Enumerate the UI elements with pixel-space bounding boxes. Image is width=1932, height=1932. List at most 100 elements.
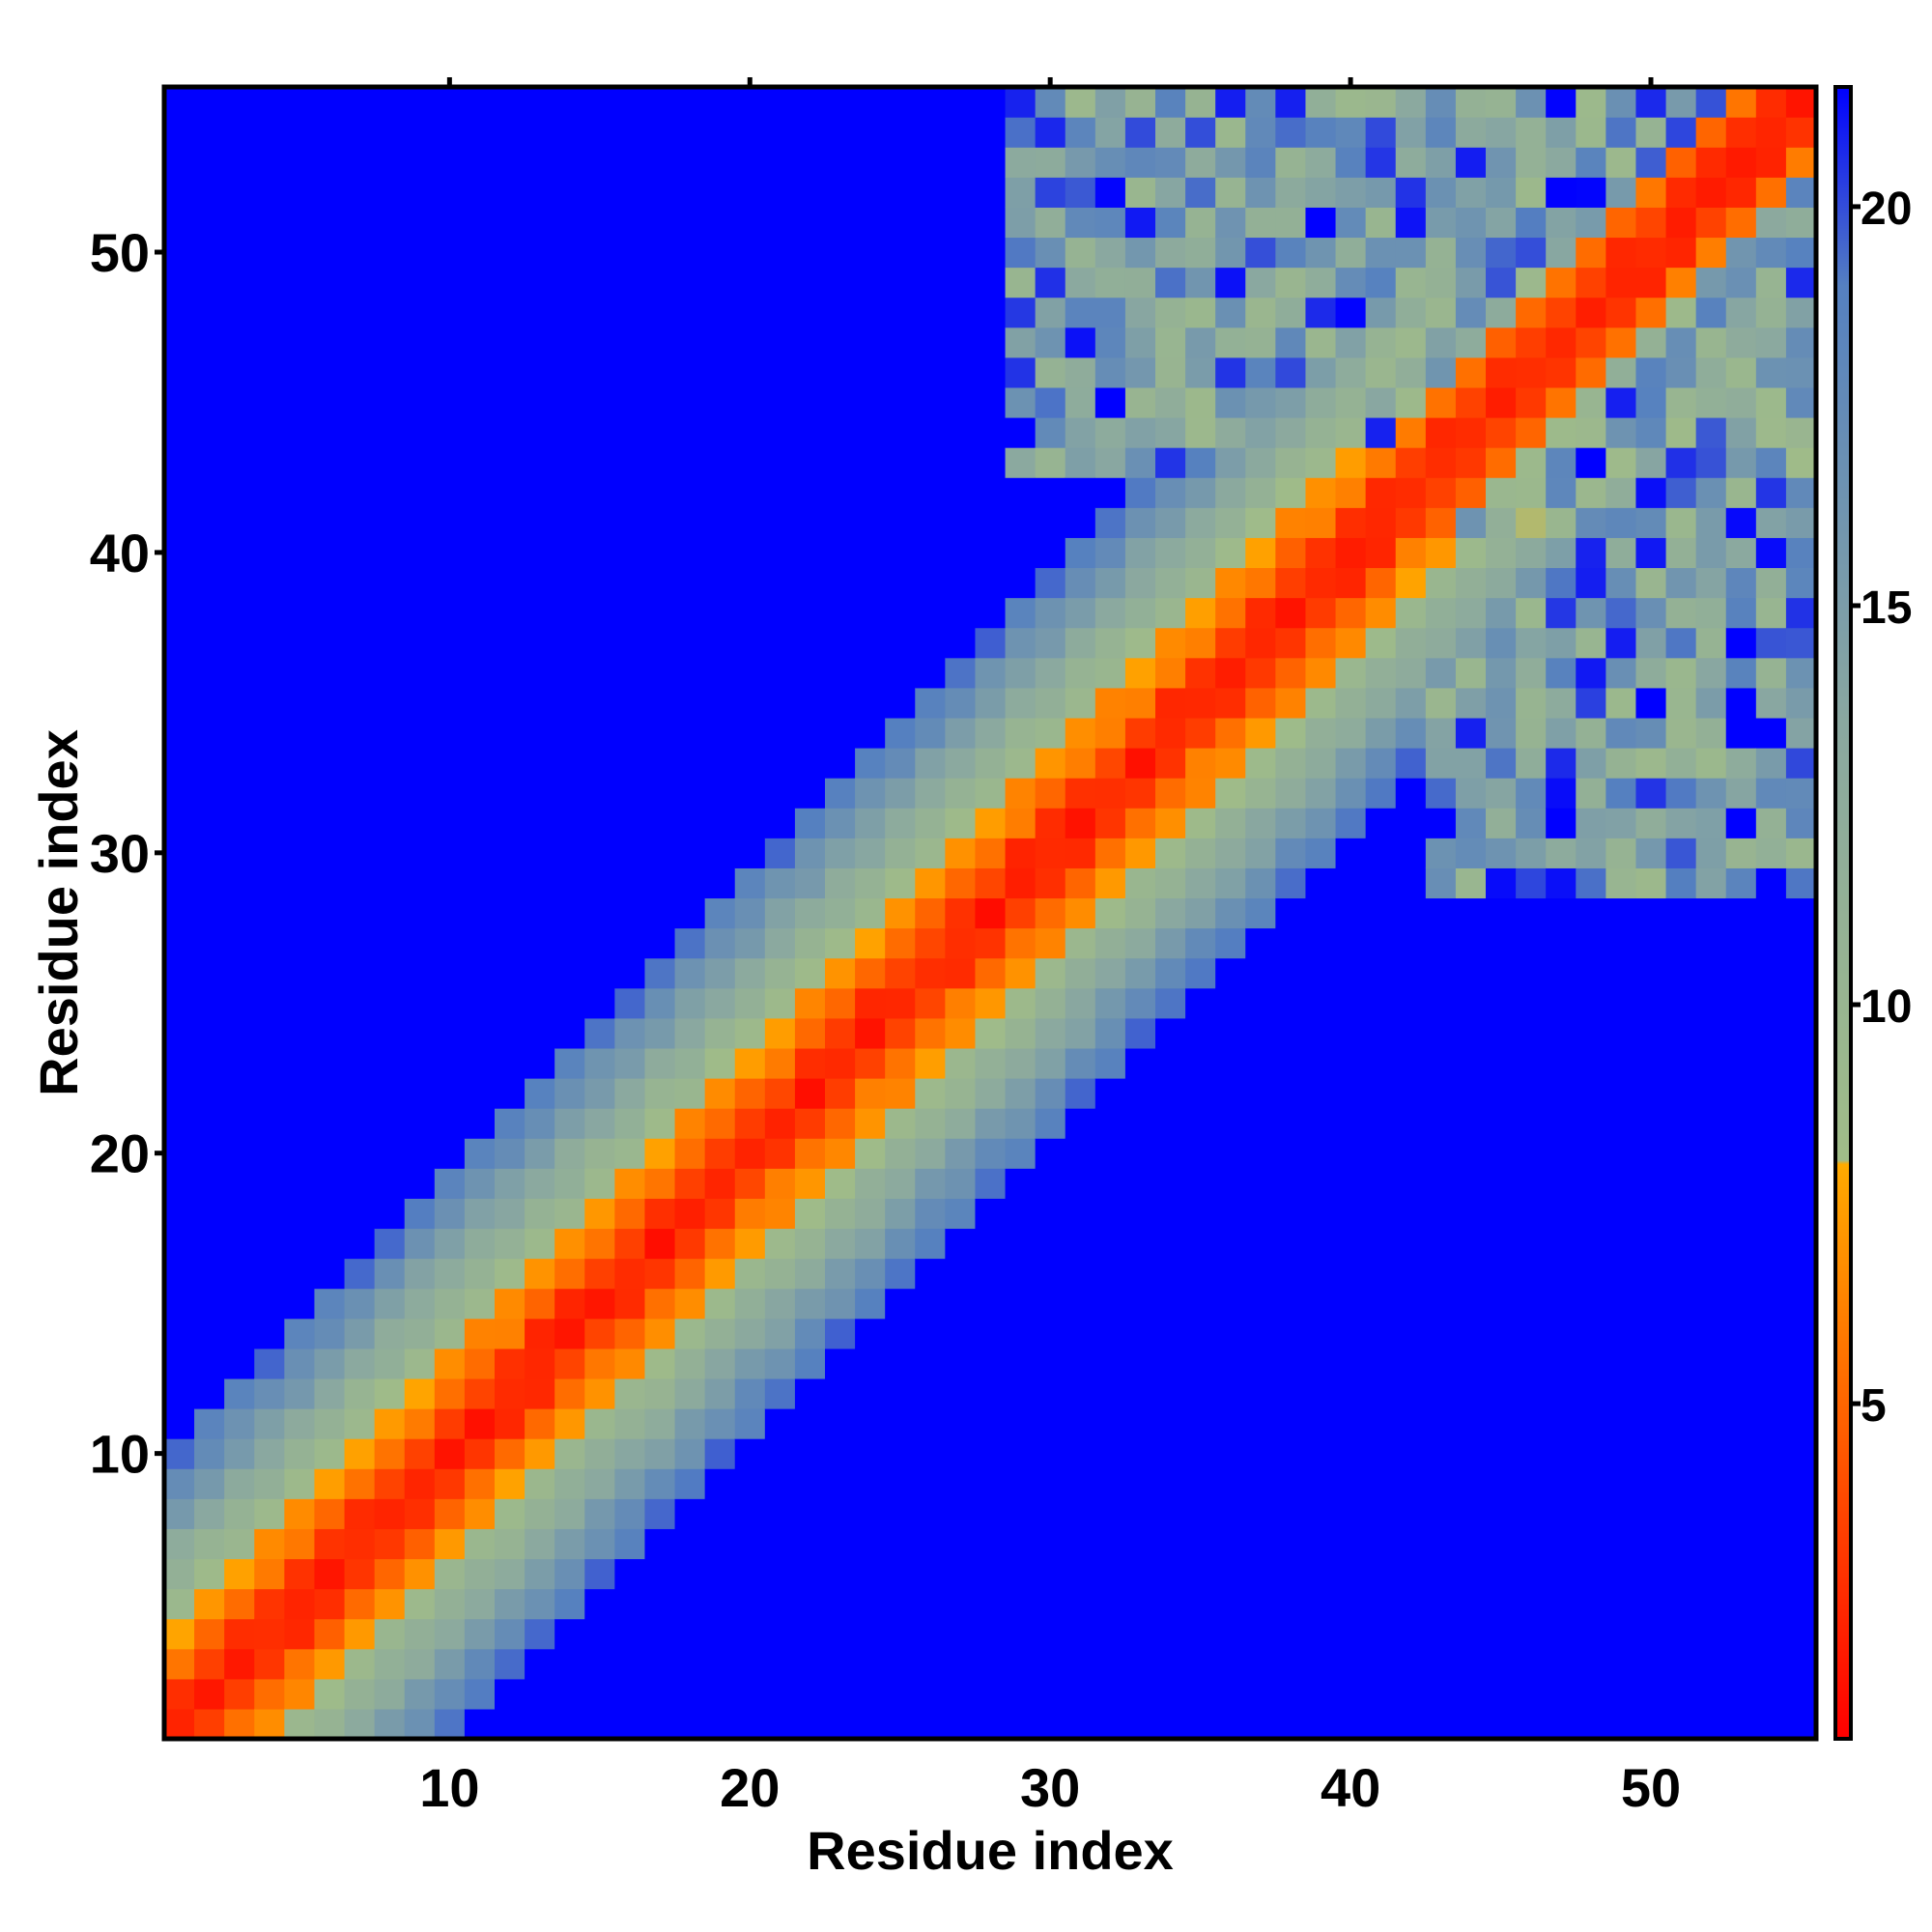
heatmap-cell bbox=[1305, 1498, 1337, 1529]
heatmap-cell bbox=[344, 1168, 376, 1199]
heatmap-cell bbox=[1695, 1618, 1727, 1650]
heatmap-cell bbox=[1725, 627, 1757, 659]
heatmap-cell bbox=[434, 537, 466, 569]
heatmap-cell bbox=[1065, 1288, 1096, 1320]
heatmap-cell bbox=[495, 207, 526, 239]
heatmap-cell bbox=[1065, 177, 1096, 208]
heatmap-cell bbox=[584, 1588, 615, 1620]
heatmap-cell bbox=[584, 687, 615, 719]
heatmap-cell bbox=[764, 1078, 796, 1109]
heatmap-cell bbox=[614, 627, 646, 659]
heatmap-cell bbox=[794, 417, 826, 448]
heatmap-cell bbox=[704, 717, 736, 749]
heatmap-cell bbox=[825, 927, 856, 959]
heatmap-cell bbox=[434, 1228, 466, 1260]
heatmap-cell bbox=[734, 1558, 766, 1590]
heatmap-cell bbox=[404, 1198, 436, 1230]
heatmap-cell bbox=[1395, 1378, 1427, 1409]
heatmap-cell bbox=[975, 1708, 1007, 1740]
heatmap-cell bbox=[915, 327, 946, 358]
heatmap-cell bbox=[554, 87, 585, 118]
heatmap-cell bbox=[254, 867, 285, 899]
heatmap-cell bbox=[1305, 447, 1337, 478]
heatmap-cell bbox=[344, 1408, 376, 1439]
heatmap-cell bbox=[1185, 1348, 1216, 1379]
heatmap-cell bbox=[1546, 627, 1577, 659]
heatmap-cell bbox=[644, 597, 676, 629]
heatmap-cell bbox=[1516, 1438, 1547, 1469]
heatmap-cell bbox=[554, 297, 585, 328]
heatmap-cell bbox=[1395, 1468, 1427, 1499]
heatmap-cell bbox=[554, 1678, 585, 1710]
heatmap-cell bbox=[434, 417, 466, 448]
heatmap-cell bbox=[224, 1498, 255, 1529]
heatmap-cell bbox=[495, 1288, 526, 1320]
heatmap-cell bbox=[1546, 748, 1577, 779]
heatmap-cell bbox=[614, 1168, 646, 1199]
heatmap-cell bbox=[464, 1318, 496, 1350]
heatmap-cell bbox=[855, 1318, 886, 1350]
heatmap-cell bbox=[945, 1378, 977, 1409]
heatmap-cell bbox=[1455, 477, 1487, 508]
heatmap-cell bbox=[314, 897, 346, 929]
heatmap-cell bbox=[554, 356, 585, 388]
heatmap-cell bbox=[1755, 748, 1787, 779]
heatmap-cell bbox=[1124, 717, 1156, 749]
heatmap-cell bbox=[1725, 867, 1757, 899]
heatmap-cell bbox=[404, 1228, 436, 1260]
heatmap-cell bbox=[1516, 477, 1547, 508]
heatmap-cell bbox=[1215, 1438, 1246, 1469]
heatmap-cell bbox=[1035, 897, 1066, 929]
heatmap-cell bbox=[344, 1138, 376, 1169]
heatmap-cell bbox=[1065, 778, 1096, 809]
heatmap-cell bbox=[1516, 1558, 1547, 1590]
heatmap-cell bbox=[674, 957, 706, 989]
heatmap-cell bbox=[764, 1318, 796, 1350]
heatmap-cell bbox=[1755, 267, 1787, 298]
heatmap-cell bbox=[1275, 477, 1307, 508]
heatmap-cell bbox=[1546, 1017, 1577, 1049]
heatmap-cell bbox=[1215, 838, 1246, 868]
heatmap-cell bbox=[1065, 597, 1096, 629]
heatmap-cell bbox=[975, 1138, 1007, 1169]
heatmap-cell bbox=[1455, 657, 1487, 689]
heatmap-cell bbox=[1005, 957, 1037, 989]
heatmap-cell bbox=[825, 237, 856, 269]
heatmap-cell bbox=[704, 177, 736, 208]
heatmap-cell bbox=[1695, 177, 1727, 208]
heatmap-cell bbox=[674, 1017, 706, 1049]
heatmap-cell bbox=[495, 1558, 526, 1590]
heatmap-cell bbox=[1065, 1408, 1096, 1439]
heatmap-cell bbox=[885, 87, 916, 118]
heatmap-cell bbox=[855, 267, 886, 298]
heatmap-cell bbox=[1755, 1528, 1787, 1560]
heatmap-cell bbox=[644, 507, 676, 538]
heatmap-cell bbox=[1275, 327, 1307, 358]
heatmap-cell bbox=[1395, 1678, 1427, 1710]
heatmap-cell bbox=[1785, 537, 1817, 569]
heatmap-cell bbox=[825, 386, 856, 418]
heatmap-cell bbox=[1635, 1468, 1667, 1499]
heatmap-cell bbox=[1215, 1138, 1246, 1169]
heatmap-cell bbox=[1486, 267, 1517, 298]
heatmap-cell bbox=[734, 417, 766, 448]
heatmap-cell bbox=[464, 87, 496, 118]
heatmap-cell bbox=[1635, 117, 1667, 148]
heatmap-cell bbox=[164, 1198, 195, 1230]
heatmap-cell bbox=[734, 87, 766, 118]
heatmap-cell bbox=[764, 808, 796, 838]
heatmap-cell bbox=[1335, 1468, 1367, 1499]
heatmap-cell bbox=[1755, 1108, 1787, 1139]
heatmap-cell bbox=[734, 1318, 766, 1350]
heatmap-cell bbox=[434, 627, 466, 659]
heatmap-cell bbox=[674, 838, 706, 868]
heatmap-cell bbox=[1305, 687, 1337, 719]
heatmap-cell bbox=[224, 1138, 255, 1169]
heatmap-cell bbox=[1755, 657, 1787, 689]
heatmap-cell bbox=[1275, 1618, 1307, 1650]
heatmap-cell bbox=[434, 386, 466, 418]
heatmap-cell bbox=[495, 356, 526, 388]
heatmap-cell bbox=[794, 1678, 826, 1710]
heatmap-cell bbox=[734, 1408, 766, 1439]
heatmap-cell bbox=[374, 867, 406, 899]
